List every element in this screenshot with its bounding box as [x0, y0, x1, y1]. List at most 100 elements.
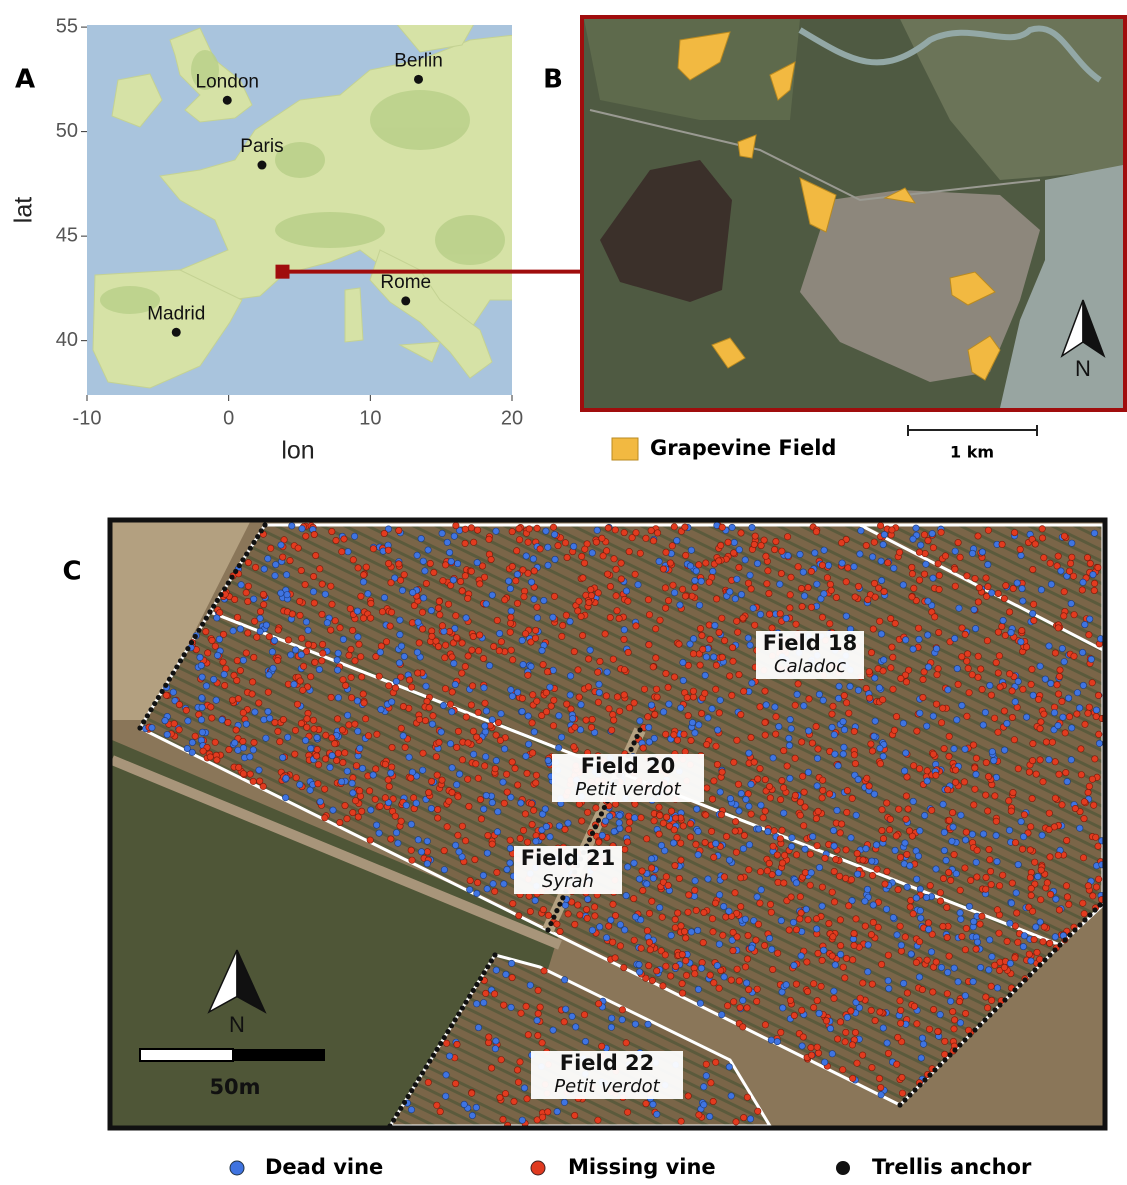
trellis-anchor-dot — [233, 569, 238, 574]
trellis-anchor-dot — [1077, 922, 1082, 927]
missing-vine-dot — [919, 986, 925, 992]
missing-vine-dot — [462, 838, 468, 844]
missing-vine-dot — [588, 586, 594, 592]
missing-vine-dot — [208, 704, 214, 710]
trellis-anchor-dot — [442, 1035, 447, 1040]
missing-vine-dot — [788, 574, 794, 580]
dead-vine-dot — [933, 866, 939, 872]
missing-vine-dot — [469, 683, 475, 689]
trellis-anchor-dot — [185, 646, 190, 651]
dead-vine-dot — [452, 681, 458, 687]
dead-vine-dot — [543, 528, 549, 534]
missing-vine-dot — [751, 759, 757, 765]
trellis-anchor-dot — [229, 575, 234, 580]
missing-vine-dot — [879, 807, 885, 813]
missing-vine-dot — [322, 786, 328, 792]
missing-vine-dot — [619, 1007, 625, 1013]
dead-vine-dot — [1053, 896, 1059, 902]
dead-vine-dot — [958, 916, 964, 922]
dead-vine-dot — [904, 884, 910, 890]
dead-vine-dot — [441, 867, 447, 873]
missing-vine-dot — [308, 674, 314, 680]
missing-vine-dot — [930, 545, 936, 551]
missing-vine-dot — [831, 868, 837, 874]
missing-vine-dot — [1057, 667, 1063, 673]
missing-vine-dot — [416, 716, 422, 722]
missing-vine-dot — [1021, 812, 1027, 818]
missing-vine-dot — [813, 723, 819, 729]
missing-vine-dot — [956, 998, 962, 1004]
missing-vine-dot — [1041, 924, 1047, 930]
dead-vine-dot — [924, 723, 930, 729]
missing-vine-dot — [525, 539, 531, 545]
missing-vine-dot — [843, 875, 849, 881]
missing-vine-dot — [352, 721, 358, 727]
dead-vine-dot — [668, 932, 674, 938]
missing-vine-dot — [431, 569, 437, 575]
missing-vine-dot — [685, 909, 691, 915]
dead-vine-dot — [216, 636, 222, 642]
dead-vine-dot — [429, 721, 435, 727]
trellis-anchor-dot — [922, 1077, 927, 1082]
dead-vine-dot — [582, 1038, 588, 1044]
dead-vine-dot — [1058, 568, 1064, 574]
missing-vine-dot — [870, 919, 876, 925]
dead-vine-dot — [447, 741, 453, 747]
missing-vine-dot — [595, 699, 601, 705]
missing-vine-dot — [777, 836, 783, 842]
missing-vine-dot — [914, 728, 920, 734]
missing-vine-dot — [995, 670, 1001, 676]
dead-vine-dot — [903, 750, 909, 756]
missing-vine-dot — [617, 708, 623, 714]
missing-vine-dot — [561, 1019, 567, 1025]
missing-vine-dot — [763, 553, 769, 559]
missing-vine-dot — [656, 804, 662, 810]
dead-vine-dot — [924, 778, 930, 784]
missing-vine-dot — [1052, 795, 1058, 801]
trellis-anchor-dot — [1092, 907, 1097, 912]
missing-vine-dot — [1047, 854, 1053, 860]
missing-vine-dot — [741, 832, 747, 838]
missing-vine-dot — [595, 1117, 601, 1123]
missing-vine-dot — [319, 611, 325, 617]
missing-vine-dot — [964, 713, 970, 719]
missing-vine-dot — [466, 803, 472, 809]
missing-vine-dot — [501, 800, 507, 806]
dead-vine-dot — [528, 579, 534, 585]
dead-vine-dot — [787, 716, 793, 722]
dead-vine-dot — [365, 591, 371, 597]
missing-vine-dot — [222, 682, 228, 688]
dead-vine-dot — [530, 556, 536, 562]
dead-vine-dot — [571, 543, 577, 549]
missing-vine-dot — [1064, 837, 1070, 843]
missing-vine-dot — [507, 620, 513, 626]
dead-vine-dot — [523, 553, 529, 559]
dead-vine-dot — [943, 857, 949, 863]
missing-vine-dot — [624, 1109, 630, 1115]
missing-vine-dot — [853, 916, 859, 922]
missing-vine-dot — [815, 1050, 821, 1056]
missing-vine-dot — [1031, 617, 1037, 623]
field-name: Field 18 — [763, 631, 858, 655]
missing-vine-dot — [1059, 698, 1065, 704]
missing-vine-dot — [614, 694, 620, 700]
missing-vine-dot — [1040, 779, 1046, 785]
dead-vine-dot — [831, 732, 837, 738]
dead-vine-dot — [726, 1064, 732, 1070]
missing-vine-dot — [999, 541, 1005, 547]
trellis-anchor-dot — [593, 824, 598, 829]
dead-vine-dot — [765, 828, 771, 834]
missing-vine-dot — [1046, 826, 1052, 832]
missing-vine-dot — [1059, 802, 1065, 808]
missing-vine-dot — [579, 632, 585, 638]
missing-vine-dot — [550, 524, 556, 530]
scale-bar — [233, 1049, 325, 1061]
missing-vine-dot — [975, 533, 981, 539]
missing-vine-dot — [897, 1020, 903, 1026]
missing-vine-dot — [465, 653, 471, 659]
dead-vine-dot — [316, 666, 322, 672]
missing-vine-dot — [893, 833, 899, 839]
missing-vine-dot — [381, 530, 387, 536]
missing-vine-dot — [740, 1024, 746, 1030]
missing-vine-dot — [842, 975, 848, 981]
